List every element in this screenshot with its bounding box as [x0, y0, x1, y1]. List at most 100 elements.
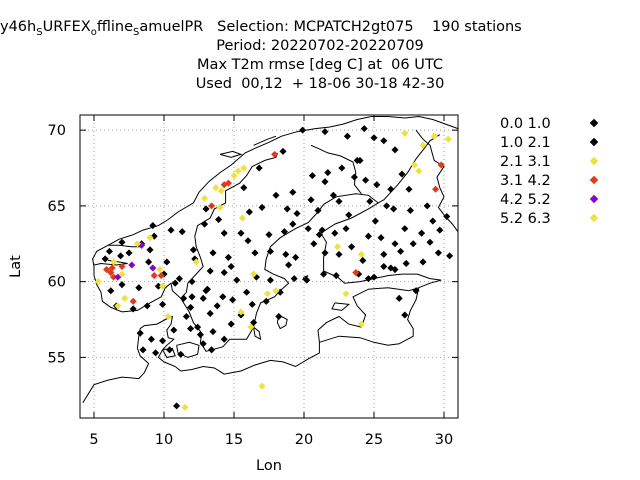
station-point-series-3	[208, 202, 216, 210]
y-axis-label: Lat	[8, 255, 24, 278]
station-point-series-0	[243, 288, 251, 296]
station-point-series-0	[412, 287, 420, 295]
legend-entry: 3.1 4.2	[498, 171, 599, 191]
station-point-series-1	[383, 202, 391, 210]
station-point-series-2	[146, 234, 154, 242]
station-point-series-0	[118, 281, 126, 289]
station-point-series-2	[181, 403, 189, 411]
station-point-series-0	[146, 246, 154, 254]
station-point-series-0	[426, 238, 434, 246]
station-point-series-0	[406, 206, 414, 214]
legend-entry: 2.1 3.1	[498, 152, 599, 172]
station-point-series-0	[154, 282, 162, 290]
chart-title-metric: Max T2m rmse [deg C] at 06 UTC	[197, 57, 443, 73]
station-point-series-0	[434, 249, 442, 257]
station-point-series-1	[348, 243, 356, 251]
station-point-series-0	[266, 247, 274, 255]
station-point-series-1	[215, 215, 223, 224]
station-point-series-0	[245, 208, 253, 216]
legend-label: 3.1 4.2	[500, 173, 551, 189]
station-point-series-0	[129, 305, 137, 313]
station-point-series-2	[192, 258, 200, 266]
station-point-series-0	[371, 217, 379, 225]
station-point-series-1	[356, 156, 364, 164]
x-tick-label: 5	[89, 432, 98, 448]
station-point-series-3	[432, 185, 440, 193]
station-point-series-0	[366, 197, 374, 205]
station-point-series-1	[310, 240, 318, 248]
station-point-series-2	[230, 172, 238, 180]
station-point-series-0	[220, 335, 228, 343]
legend-entry: 4.2 5.2	[498, 190, 599, 210]
legend-entry: 5.2 6.3	[498, 209, 599, 229]
station-point-series-0	[139, 346, 147, 354]
station-point-series-2	[264, 290, 272, 298]
legend-marker	[589, 137, 599, 147]
chart-title-line-1: y46hSURFEXofflineSamuelPR Selection: MCP…	[0, 19, 522, 38]
coastline-segment	[108, 244, 142, 248]
station-point-series-2	[334, 243, 342, 251]
station-point-series-1	[380, 250, 388, 258]
x-tick-label: 10	[155, 432, 173, 448]
station-point-series-3	[150, 272, 158, 280]
station-point-series-0	[125, 249, 133, 257]
station-point-series-0	[338, 164, 346, 172]
station-point-series-4	[114, 273, 122, 281]
station-point-series-0	[265, 231, 273, 239]
x-axis-label: Lon	[256, 458, 282, 474]
x-tick-label: 15	[225, 432, 243, 448]
station-point-series-2	[419, 141, 427, 149]
station-point-series-0	[429, 217, 437, 225]
station-point-series-3	[129, 297, 137, 305]
coastline-segment	[82, 279, 442, 404]
station-point-series-0	[307, 196, 315, 204]
station-point-series-0	[391, 240, 399, 248]
station-point-series-0	[290, 275, 298, 283]
station-point-series-0	[446, 252, 454, 260]
station-point-series-0	[227, 320, 235, 328]
station-point-series-2	[444, 135, 452, 143]
coastline-segment	[319, 287, 420, 346]
legend-entry: 1.0 2.1	[498, 133, 599, 153]
legend-marker	[589, 194, 599, 204]
legend-label: 0.0 1.0	[500, 116, 551, 132]
station-point-series-0	[320, 270, 328, 278]
station-point-series-0	[282, 250, 290, 258]
y-tick-label: 55	[48, 350, 66, 366]
legend-entry: 0.0 1.0	[498, 114, 599, 134]
legend-marker	[589, 213, 599, 223]
station-point-series-0	[189, 246, 197, 254]
station-point-series-0	[182, 312, 190, 321]
station-point-series-1	[202, 205, 210, 213]
x-tick-label: 20	[295, 432, 313, 448]
station-point-series-0	[303, 276, 311, 284]
station-point-series-0	[187, 303, 195, 311]
station-point-series-5	[133, 240, 141, 248]
station-point-series-0	[318, 226, 326, 234]
station-point-series-1	[398, 170, 406, 178]
station-point-series-2	[430, 132, 438, 140]
station-points	[94, 125, 454, 411]
station-point-series-3	[437, 161, 445, 169]
station-point-series-2	[342, 290, 350, 298]
station-point-series-0	[136, 329, 144, 337]
station-point-series-0	[196, 331, 204, 339]
coastline-segment	[253, 326, 262, 341]
station-point-series-0	[418, 229, 426, 237]
station-point-series-1	[244, 237, 252, 245]
station-point-series-0	[423, 202, 431, 210]
coastline-map	[82, 115, 459, 404]
station-point-series-1	[285, 261, 293, 269]
station-point-series-0	[224, 253, 232, 261]
station-point-series-0	[227, 262, 235, 271]
station-point-series-0	[342, 225, 350, 233]
chart-title-used: Used 00,12 + 18-06 30-18 42-30	[195, 76, 445, 92]
station-point-series-1	[206, 309, 214, 318]
station-point-series-5	[118, 270, 126, 278]
station-point-series-0	[250, 319, 258, 327]
station-point-series-0	[359, 256, 367, 264]
station-point-series-0	[167, 226, 175, 234]
station-point-series-2	[164, 312, 172, 321]
station-point-series-0	[209, 249, 217, 257]
